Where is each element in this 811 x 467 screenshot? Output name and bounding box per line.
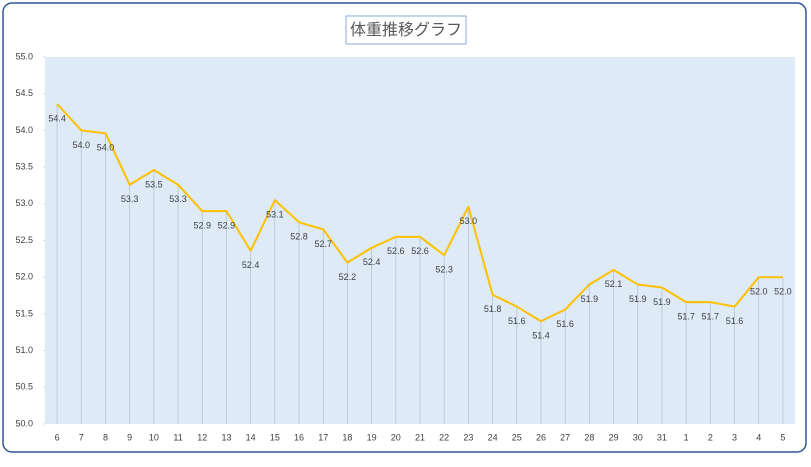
x-tick-label: 24 bbox=[488, 432, 498, 442]
data-label: 53.3 bbox=[121, 194, 139, 204]
x-tick-label: 29 bbox=[609, 432, 619, 442]
data-label: 53.5 bbox=[145, 179, 163, 189]
x-tick-label: 26 bbox=[536, 432, 546, 442]
data-label: 51.9 bbox=[653, 297, 671, 307]
data-line bbox=[56, 103, 783, 323]
data-label: 52.9 bbox=[193, 221, 211, 231]
y-tick-label: 53.0 bbox=[15, 198, 33, 208]
x-tick-label: 3 bbox=[732, 432, 737, 442]
data-label: 51.9 bbox=[629, 294, 647, 304]
data-label: 51.7 bbox=[677, 312, 695, 322]
data-label: 54.0 bbox=[97, 143, 115, 153]
x-tick-label: 12 bbox=[197, 432, 207, 442]
y-tick-label: 50.0 bbox=[15, 418, 33, 428]
x-tick-label: 7 bbox=[79, 432, 84, 442]
x-tick-label: 25 bbox=[512, 432, 522, 442]
data-label: 52.4 bbox=[242, 260, 260, 270]
x-tick-label: 9 bbox=[127, 432, 132, 442]
y-tick-label: 52.0 bbox=[15, 272, 33, 282]
x-tick-label: 6 bbox=[55, 432, 60, 442]
x-tick-label: 30 bbox=[633, 432, 643, 442]
data-label: 53.0 bbox=[460, 216, 478, 226]
x-tick-label: 17 bbox=[318, 432, 328, 442]
y-tick-label: 51.5 bbox=[15, 308, 33, 318]
data-label: 51.6 bbox=[726, 316, 744, 326]
data-label: 52.7 bbox=[314, 239, 332, 249]
x-tick-label: 14 bbox=[246, 432, 256, 442]
data-label: 52.6 bbox=[411, 246, 429, 256]
data-label: 51.8 bbox=[484, 304, 502, 314]
data-label: 52.0 bbox=[750, 287, 768, 297]
x-tick-label: 13 bbox=[221, 432, 231, 442]
y-tick-label: 50.5 bbox=[15, 382, 33, 392]
y-tick-label: 52.5 bbox=[15, 235, 33, 245]
x-tick-label: 2 bbox=[708, 432, 713, 442]
data-label: 53.1 bbox=[266, 210, 284, 220]
x-tick-label: 27 bbox=[560, 432, 570, 442]
data-label: 52.1 bbox=[605, 279, 623, 289]
data-label: 52.0 bbox=[774, 287, 792, 297]
data-label: 51.9 bbox=[581, 294, 599, 304]
data-label: 52.9 bbox=[218, 221, 236, 231]
data-label: 51.4 bbox=[532, 331, 550, 341]
y-tick-label: 55.0 bbox=[15, 51, 33, 61]
data-label: 54.4 bbox=[48, 113, 66, 123]
x-tick-label: 19 bbox=[367, 432, 377, 442]
data-label: 52.4 bbox=[363, 257, 381, 267]
x-tick-label: 8 bbox=[103, 432, 108, 442]
data-label: 53.3 bbox=[169, 194, 187, 204]
x-tick-label: 20 bbox=[391, 432, 401, 442]
x-tick-label: 28 bbox=[584, 432, 594, 442]
data-label: 52.8 bbox=[290, 232, 308, 242]
data-label: 51.6 bbox=[556, 319, 574, 329]
x-tick-label: 18 bbox=[342, 432, 352, 442]
x-tick-label: 16 bbox=[294, 432, 304, 442]
x-tick-label: 5 bbox=[780, 432, 785, 442]
y-tick-label: 54.0 bbox=[15, 125, 33, 135]
data-label: 52.2 bbox=[339, 272, 357, 282]
y-tick-label: 51.0 bbox=[15, 345, 33, 355]
data-label: 54.0 bbox=[73, 140, 91, 150]
chart-title: 体重推移グラフ bbox=[350, 21, 462, 39]
x-tick-label: 31 bbox=[657, 432, 667, 442]
x-tick-label: 23 bbox=[463, 432, 473, 442]
data-label: 52.6 bbox=[387, 246, 405, 256]
data-label: 51.7 bbox=[702, 312, 720, 322]
x-tick-label: 15 bbox=[270, 432, 280, 442]
x-tick-label: 21 bbox=[415, 432, 425, 442]
x-tick-label: 11 bbox=[173, 432, 182, 442]
x-tick-label: 22 bbox=[439, 432, 449, 442]
title-box bbox=[345, 15, 467, 45]
x-tick-label: 4 bbox=[756, 432, 761, 442]
x-tick-label: 1 bbox=[684, 432, 689, 442]
y-tick-label: 54.5 bbox=[15, 88, 33, 98]
data-label: 51.6 bbox=[508, 316, 526, 326]
data-label: 52.3 bbox=[435, 265, 453, 275]
y-tick-label: 53.5 bbox=[15, 161, 33, 171]
x-tick-label: 10 bbox=[149, 432, 159, 442]
